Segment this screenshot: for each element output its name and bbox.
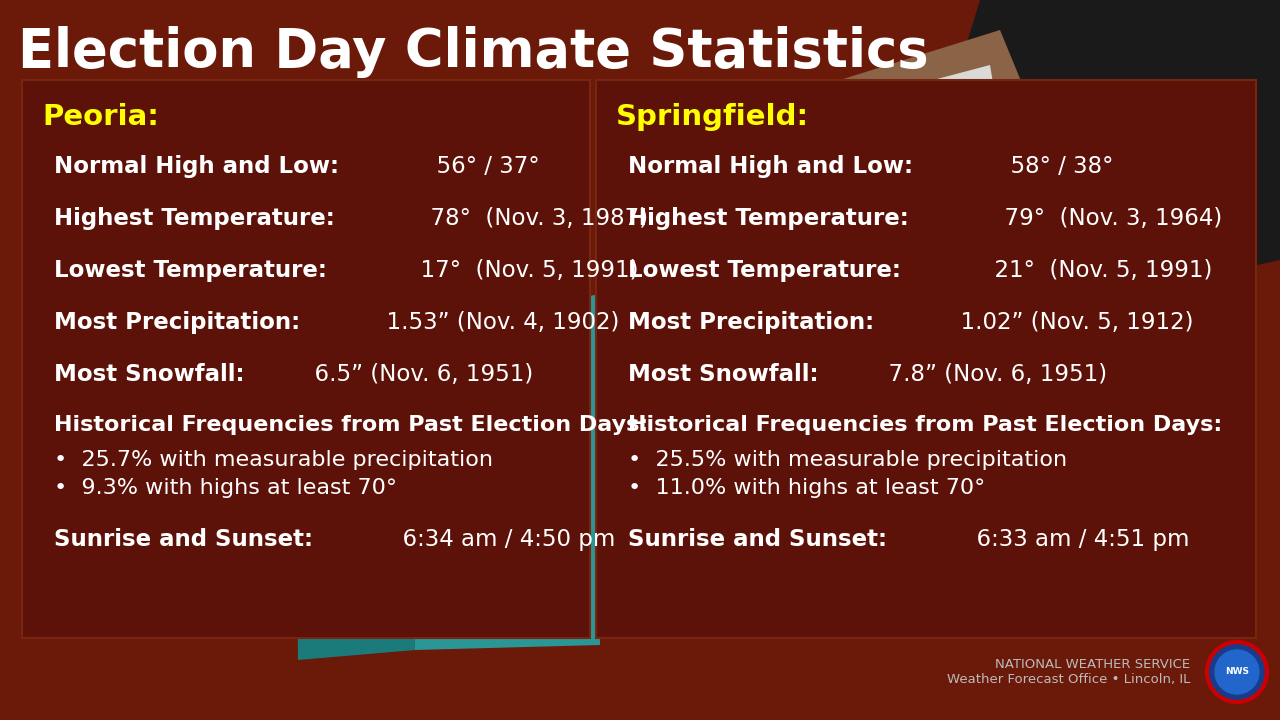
Text: Normal High and Low:: Normal High and Low: <box>54 155 339 178</box>
Text: 6:34 am / 4:50 pm: 6:34 am / 4:50 pm <box>388 528 616 551</box>
Text: VOTE: VOTE <box>396 498 525 562</box>
Polygon shape <box>940 0 1280 310</box>
Polygon shape <box>294 295 595 380</box>
Text: Election Day Climate Statistics: Election Day Climate Statistics <box>18 26 928 78</box>
Polygon shape <box>294 340 415 660</box>
Text: Sunrise and Sunset:: Sunrise and Sunset: <box>54 528 314 551</box>
Text: 78°  (Nov. 3, 1987): 78° (Nov. 3, 1987) <box>416 207 649 230</box>
Text: Normal High and Low:: Normal High and Low: <box>628 155 913 178</box>
Circle shape <box>1215 650 1260 694</box>
Text: Sunrise and Sunset:: Sunrise and Sunset: <box>628 528 887 551</box>
Text: 6:33 am / 4:51 pm: 6:33 am / 4:51 pm <box>963 528 1189 551</box>
Text: Lowest Temperature:: Lowest Temperature: <box>628 259 901 282</box>
Text: 1.02” (Nov. 5, 1912): 1.02” (Nov. 5, 1912) <box>946 311 1193 334</box>
Text: Most Snowfall:: Most Snowfall: <box>54 363 244 386</box>
Polygon shape <box>370 395 545 620</box>
Text: 6.5” (Nov. 6, 1951): 6.5” (Nov. 6, 1951) <box>300 363 532 386</box>
Circle shape <box>1207 642 1267 702</box>
Text: 7.8” (Nov. 6, 1951): 7.8” (Nov. 6, 1951) <box>874 363 1107 386</box>
Polygon shape <box>410 295 600 650</box>
Polygon shape <box>829 30 1070 310</box>
Text: Highest Temperature:: Highest Temperature: <box>628 207 909 230</box>
Text: •  25.5% with measurable precipitation: • 25.5% with measurable precipitation <box>628 450 1068 470</box>
Text: 17°  (Nov. 5, 1991): 17° (Nov. 5, 1991) <box>406 259 639 282</box>
Text: 58° / 38°: 58° / 38° <box>996 155 1114 178</box>
Text: NWS: NWS <box>1225 667 1249 677</box>
Text: Historical Frequencies from Past Election Days:: Historical Frequencies from Past Electio… <box>628 415 1222 435</box>
Text: •  9.3% with highs at least 70°: • 9.3% with highs at least 70° <box>54 478 397 498</box>
Text: Most Precipitation:: Most Precipitation: <box>54 311 300 334</box>
Text: Most Precipitation:: Most Precipitation: <box>628 311 874 334</box>
Text: Springfield:: Springfield: <box>616 103 809 131</box>
Text: Peoria:: Peoria: <box>42 103 159 131</box>
Text: 56° / 37°: 56° / 37° <box>421 155 539 178</box>
Text: •  25.7% with measurable precipitation: • 25.7% with measurable precipitation <box>54 450 493 470</box>
FancyBboxPatch shape <box>22 80 590 638</box>
Text: NATIONAL WEATHER SERVICE: NATIONAL WEATHER SERVICE <box>995 658 1190 671</box>
Polygon shape <box>860 155 1044 285</box>
Text: Most Snowfall:: Most Snowfall: <box>628 363 818 386</box>
FancyBboxPatch shape <box>596 80 1256 638</box>
Text: Weather Forecast Office • Lincoln, IL: Weather Forecast Office • Lincoln, IL <box>947 673 1190 686</box>
Text: 79°  (Nov. 3, 1964): 79° (Nov. 3, 1964) <box>991 207 1222 230</box>
Text: Lowest Temperature:: Lowest Temperature: <box>54 259 326 282</box>
Text: 1.53” (Nov. 4, 1902): 1.53” (Nov. 4, 1902) <box>371 311 620 334</box>
Text: 21°  (Nov. 5, 1991): 21° (Nov. 5, 1991) <box>980 259 1212 282</box>
Text: Highest Temperature:: Highest Temperature: <box>54 207 335 230</box>
Polygon shape <box>820 65 1005 200</box>
Text: Historical Frequencies from Past Election Days:: Historical Frequencies from Past Electio… <box>54 415 648 435</box>
Text: •  11.0% with highs at least 70°: • 11.0% with highs at least 70° <box>628 478 986 498</box>
